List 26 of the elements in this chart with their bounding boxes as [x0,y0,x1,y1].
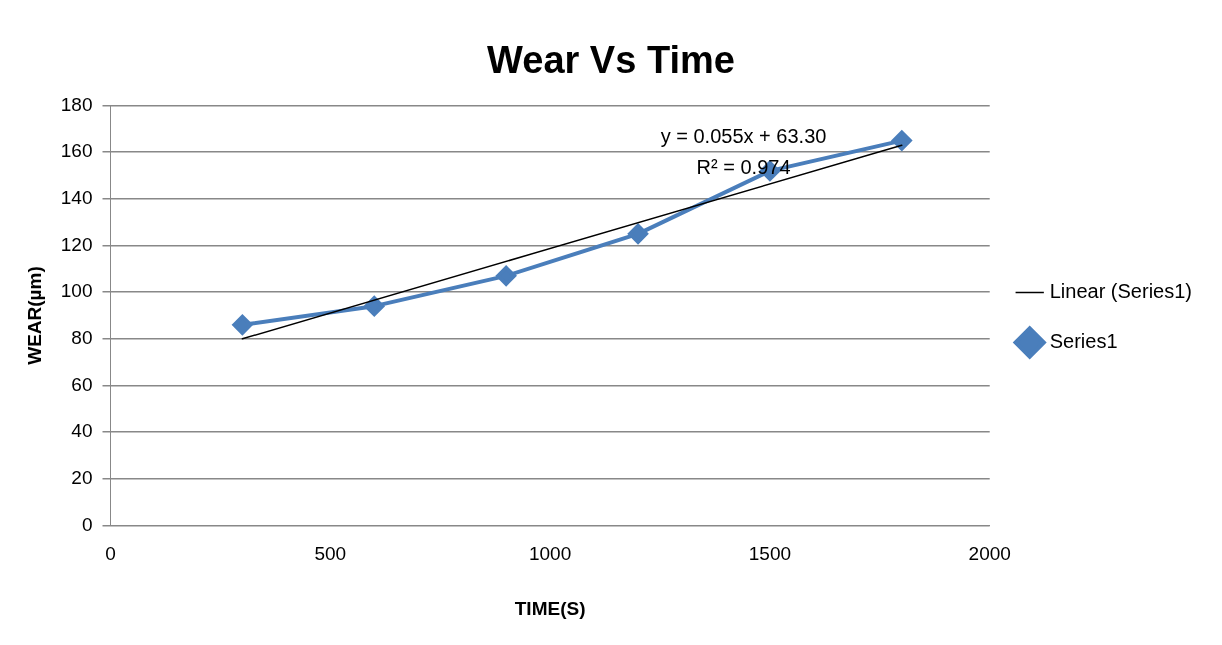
y-tick-label: 40 [71,420,93,442]
y-tick-label: 100 [60,280,93,302]
y-axis-title: WEAR(µm) [23,266,45,365]
x-tick-label: 2000 [968,543,1011,565]
y-tick-label: 20 [71,466,93,488]
point [891,130,912,151]
y-tick-label: 60 [71,373,93,395]
point [364,296,385,317]
x-axis-title: TIME(S) [514,597,586,619]
x-tick-label: 500 [314,543,347,565]
y-tick-label: 80 [71,327,93,349]
annotation: y = 0.055x + 63.30 [660,124,827,147]
y-tick-label: 160 [60,140,93,162]
y-tick-label: 180 [60,93,93,115]
y-tick-label: 140 [60,187,93,209]
x-tick-label: 1000 [528,543,572,565]
point [628,223,649,244]
chart-title: Wear Vs Time [487,39,735,82]
x-tick-label: 1500 [748,543,792,565]
y-tick-label: 120 [60,233,93,255]
legend-label: Series1 [1049,330,1118,353]
point [496,265,517,286]
legend-label: Linear (Series1) [1049,280,1193,303]
x-tick-label: 0 [105,543,116,565]
y-tick-label: 0 [81,513,93,535]
point [232,314,253,335]
